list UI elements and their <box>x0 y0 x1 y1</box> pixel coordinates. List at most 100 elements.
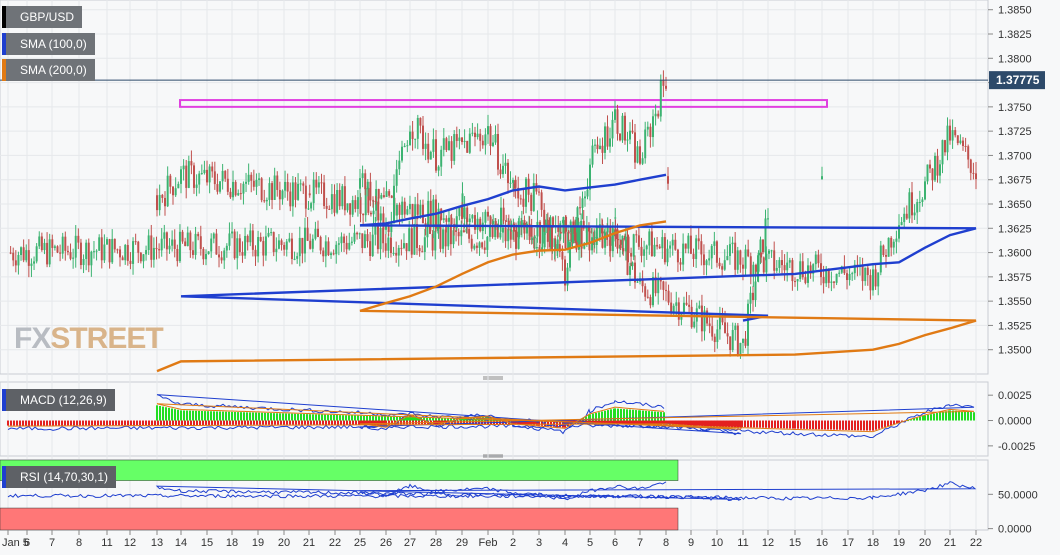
candle-body <box>635 234 638 236</box>
macd-histogram-bar <box>464 418 466 421</box>
candle-body <box>283 244 286 250</box>
macd-histogram-bar <box>384 416 386 421</box>
y-tick-label: 1.3675 <box>998 175 1032 187</box>
candle-body <box>267 232 270 237</box>
sma100-label[interactable]: SMA (100,0) <box>2 33 95 55</box>
macd-histogram-bar <box>890 420 892 426</box>
candle-body <box>636 146 639 163</box>
candle-body <box>325 206 328 209</box>
macd-histogram-bar <box>579 420 581 423</box>
candle-body <box>429 151 432 160</box>
candle-body <box>814 254 817 265</box>
macd-histogram-bar <box>936 413 938 421</box>
candle-body <box>260 178 263 201</box>
rsi-label[interactable]: RSI (14,70,30,1) <box>2 466 117 488</box>
candle-body <box>564 259 566 286</box>
sma200-label[interactable]: SMA (200,0) <box>2 59 95 81</box>
candle-body <box>411 131 414 140</box>
candle-body <box>98 237 101 251</box>
candle-body <box>731 329 734 350</box>
candle-body <box>218 254 221 258</box>
candle-body <box>644 286 647 297</box>
candle-body <box>744 249 747 269</box>
candle-body <box>414 138 417 140</box>
candle-body <box>346 203 349 211</box>
macd-histogram-bar <box>286 420 288 425</box>
candle-body <box>898 225 900 239</box>
macd-histogram-bar <box>19 420 21 426</box>
candle-body <box>747 249 750 257</box>
candle-body <box>236 238 239 259</box>
macd-histogram-bar <box>121 420 123 426</box>
macd-histogram-bar <box>541 420 543 426</box>
candle-body <box>866 267 869 276</box>
candle-body <box>165 232 168 250</box>
symbol-label[interactable]: GBP/USD <box>2 6 83 28</box>
candle-body <box>535 247 538 249</box>
macd-histogram-bar <box>812 420 814 430</box>
candle-body <box>595 227 598 245</box>
macd-histogram-bar <box>663 420 665 425</box>
candle-body <box>317 182 320 188</box>
candle-body <box>533 236 536 249</box>
macd-histogram-bar <box>651 411 653 421</box>
macd-histogram-bar <box>942 411 944 421</box>
macd-label[interactable]: MACD (12,26,9) <box>2 389 115 411</box>
macd-histogram-bar <box>639 410 641 421</box>
x-tick-label: 20 <box>919 537 931 549</box>
candle-body <box>890 237 893 248</box>
macd-histogram-bar <box>848 420 850 431</box>
macd-histogram-bar <box>198 410 200 421</box>
rsi-y-tick-label: 50.0000 <box>998 489 1038 501</box>
x-tick-label: 5 <box>587 537 593 549</box>
candle-body <box>285 241 288 250</box>
candle-body <box>323 182 326 207</box>
candle-body <box>202 248 205 260</box>
candle-body <box>466 140 469 153</box>
macd-histogram-bar <box>669 420 671 425</box>
macd-histogram-bar <box>463 420 465 425</box>
candle-body <box>491 226 494 238</box>
candle-body <box>296 256 299 259</box>
macd-histogram-bar <box>794 420 796 429</box>
candle-body <box>641 158 644 164</box>
candle-body <box>585 227 588 244</box>
macd-histogram-bar <box>818 420 820 430</box>
candle-body <box>874 269 877 287</box>
macd-histogram-bar <box>391 420 393 424</box>
candle-body <box>473 215 476 230</box>
candle-body <box>388 191 391 196</box>
candle-body <box>518 227 521 238</box>
candle-body <box>336 190 339 213</box>
candle-body <box>576 207 579 241</box>
candle-body <box>552 217 555 227</box>
candle-body <box>379 228 382 250</box>
macd-histogram-bar <box>949 410 951 421</box>
candle-body <box>713 241 716 246</box>
candle-body <box>25 250 28 261</box>
candle-body <box>556 244 559 250</box>
macd-histogram-bar <box>205 420 207 425</box>
candle-body <box>460 230 463 237</box>
macd-histogram-bar <box>333 414 335 421</box>
macd-histogram-bar <box>253 420 255 425</box>
candle-body <box>335 244 338 255</box>
macd-histogram-bar <box>339 415 341 421</box>
macd-histogram-bar <box>136 420 138 426</box>
candle-body <box>778 260 781 268</box>
macd-histogram-bar <box>331 420 333 425</box>
x-tick-label: 19 <box>893 537 905 549</box>
candle-body <box>398 160 401 170</box>
candle-body <box>447 224 450 247</box>
candle-body <box>526 223 529 234</box>
candle-body <box>384 243 387 251</box>
candle-body <box>225 245 228 251</box>
macd-histogram-bar <box>400 419 402 421</box>
macd-histogram-bar <box>423 417 425 421</box>
candle-body <box>69 252 72 259</box>
candle-body <box>251 230 254 250</box>
candle-body <box>333 194 336 213</box>
macd-histogram-bar <box>585 420 587 423</box>
candle-body <box>395 204 398 216</box>
